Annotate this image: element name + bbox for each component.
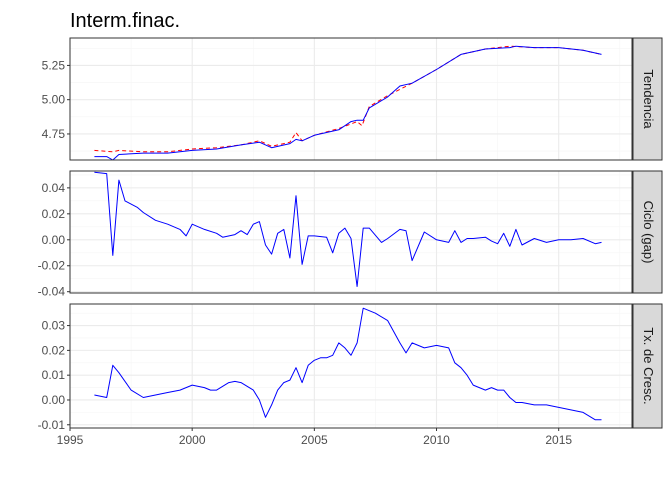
y-tick-label: -0.04 bbox=[38, 285, 66, 299]
facet-strip-label: Ciclo (gap) bbox=[641, 201, 656, 264]
fitted-series-line bbox=[94, 171, 602, 287]
panels: 4.75 5.00 5.25 Tendencia -0.04 -0.02 0.00 0.02 0… bbox=[38, 37, 663, 447]
fitted-series-line bbox=[94, 307, 602, 421]
x-tick-label: 2005 bbox=[301, 433, 328, 447]
y-tick-label: 0.00 bbox=[42, 233, 66, 247]
facet-strip bbox=[632, 37, 663, 161]
x-tick-label: 2015 bbox=[545, 433, 572, 447]
fitted-series-line bbox=[94, 45, 602, 161]
facet-strip bbox=[632, 303, 663, 429]
y-tick-label: -0.02 bbox=[38, 259, 66, 273]
y-tick-label: 0.03 bbox=[42, 319, 66, 333]
y-tick-label: 4.75 bbox=[42, 127, 66, 141]
observed-series-line bbox=[94, 45, 602, 153]
x-tick-label: 2010 bbox=[423, 433, 450, 447]
x-tick-label: 1995 bbox=[57, 433, 84, 447]
facet-strip bbox=[632, 170, 663, 294]
facet-strip-label: Tx. de Cresc. bbox=[641, 327, 656, 404]
y-tick-label: 5.00 bbox=[42, 93, 66, 107]
y-tick-label: 0.02 bbox=[42, 343, 66, 357]
chart-title: Interm.finac. bbox=[70, 10, 180, 32]
y-tick-label: 0.02 bbox=[42, 207, 66, 221]
panel-border bbox=[69, 37, 633, 161]
panel-3: -0.01 0.00 0.01 0.02 0.03 Tx. de Cresc. 1995 20… bbox=[38, 303, 663, 447]
y-tick-label: 0.01 bbox=[42, 368, 66, 382]
y-tick-label: -0.01 bbox=[38, 418, 66, 432]
facet-strip-label: Tendencia bbox=[641, 69, 656, 129]
y-tick-label: 0.04 bbox=[42, 181, 66, 195]
panel-border bbox=[69, 170, 633, 294]
y-tick-label: 5.25 bbox=[42, 58, 66, 72]
x-tick-label: 2000 bbox=[179, 433, 206, 447]
panel-border bbox=[69, 303, 633, 429]
y-tick-label: 0.00 bbox=[42, 393, 66, 407]
panel-2: -0.04 -0.02 0.00 0.02 0.04 Ciclo (gap) bbox=[38, 170, 663, 299]
panel-1: 4.75 5.00 5.25 Tendencia bbox=[42, 37, 663, 161]
